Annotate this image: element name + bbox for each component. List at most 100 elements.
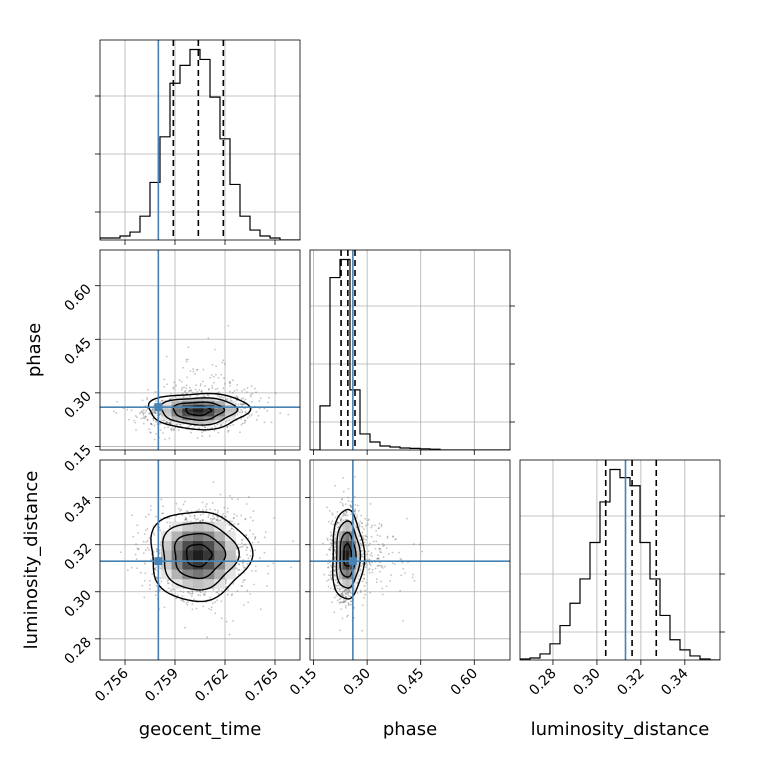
density-cell <box>160 550 172 561</box>
sample-point <box>242 403 244 405</box>
sample-point <box>238 563 240 566</box>
density-cell <box>203 397 215 402</box>
sample-point <box>168 517 171 520</box>
sample-point <box>196 368 198 371</box>
sample-point <box>185 358 188 361</box>
sample-point <box>245 503 248 505</box>
sample-point <box>191 590 193 593</box>
sample-point <box>245 549 248 552</box>
sample-point <box>270 421 273 424</box>
sample-point <box>367 550 370 553</box>
sample-point <box>343 600 346 603</box>
sample-point <box>237 498 239 501</box>
sample-point <box>344 510 347 513</box>
histogram-phase <box>310 258 510 450</box>
sample-point <box>159 422 162 425</box>
sample-point <box>188 390 190 392</box>
x-axis-label-geocent-time: geocent_time <box>139 719 262 740</box>
sample-point <box>354 475 356 478</box>
sample-point <box>361 562 364 565</box>
sample-point <box>327 585 330 588</box>
sample-point <box>242 397 245 400</box>
sample-point <box>211 363 214 366</box>
sample-point <box>175 597 178 600</box>
sample-point <box>412 573 415 576</box>
sample-point <box>344 604 347 607</box>
sample-point <box>199 384 202 387</box>
sample-point <box>334 484 337 487</box>
sample-point <box>201 431 203 434</box>
sample-point <box>231 593 234 596</box>
density-cell <box>225 560 236 570</box>
sample-point <box>213 517 216 520</box>
sample-point <box>153 438 156 441</box>
panel-hist-2: 0.28 0.30 0.32 0.34 <box>519 459 725 699</box>
sample-point <box>136 547 139 550</box>
sample-point <box>226 426 229 429</box>
sample-point <box>235 547 238 550</box>
y-tick-label: 0.45 <box>61 335 94 368</box>
sample-point <box>152 408 154 411</box>
sample-point <box>188 389 191 392</box>
sample-point <box>333 565 336 568</box>
sample-point <box>225 420 228 422</box>
sample-point <box>378 548 381 551</box>
sample-point <box>258 400 261 402</box>
sample-point <box>411 576 414 579</box>
contour-line <box>185 543 213 568</box>
density-cell <box>203 550 215 561</box>
histogram-geocent_time <box>100 48 300 240</box>
sample-point <box>250 385 253 388</box>
sample-point <box>180 380 183 383</box>
sample-point <box>344 588 347 591</box>
sample-point <box>255 411 258 413</box>
sample-point <box>221 590 223 592</box>
density-cell <box>345 569 350 580</box>
sample-point <box>290 566 293 569</box>
sample-point <box>389 579 392 582</box>
sample-point <box>122 407 125 410</box>
sample-point <box>362 538 365 541</box>
sample-point <box>141 584 144 587</box>
sample-point <box>244 398 247 401</box>
sample-point <box>211 426 214 429</box>
sample-point <box>395 537 398 540</box>
sample-point <box>153 411 156 414</box>
sample-point <box>166 521 168 524</box>
sample-point <box>135 543 137 545</box>
sample-point <box>241 538 244 541</box>
sample-point <box>392 535 395 538</box>
x-tick-label: 0.756 <box>92 665 132 705</box>
sample-point <box>243 543 246 546</box>
sample-point <box>236 590 239 592</box>
sample-point <box>167 421 169 424</box>
sample-point <box>205 503 208 505</box>
sample-point <box>134 553 137 556</box>
sample-point <box>343 514 345 517</box>
sample-point <box>339 518 342 521</box>
sample-point <box>149 580 151 582</box>
density-cell <box>225 416 236 421</box>
sample-point <box>337 584 340 587</box>
y-tick-label: 0.15 <box>61 442 94 475</box>
sample-point <box>195 509 198 512</box>
sample-point <box>348 595 351 598</box>
sample-point <box>189 592 192 595</box>
sample-point <box>398 551 400 554</box>
sample-point <box>166 383 168 386</box>
sample-point <box>348 590 351 592</box>
sample-point <box>196 391 199 393</box>
sample-point <box>224 383 226 385</box>
sample-point <box>228 633 231 636</box>
sample-point <box>202 513 205 515</box>
sample-point <box>144 562 147 565</box>
y-tick-label: 0.30 <box>61 388 94 421</box>
sample-point <box>331 514 334 516</box>
sample-point <box>333 557 336 559</box>
sample-point <box>382 556 385 558</box>
density-cell <box>182 408 193 413</box>
density-cell <box>349 540 353 551</box>
sample-point <box>196 518 199 520</box>
y-tick-label: 0.60 <box>61 281 94 314</box>
sample-point <box>223 377 225 380</box>
